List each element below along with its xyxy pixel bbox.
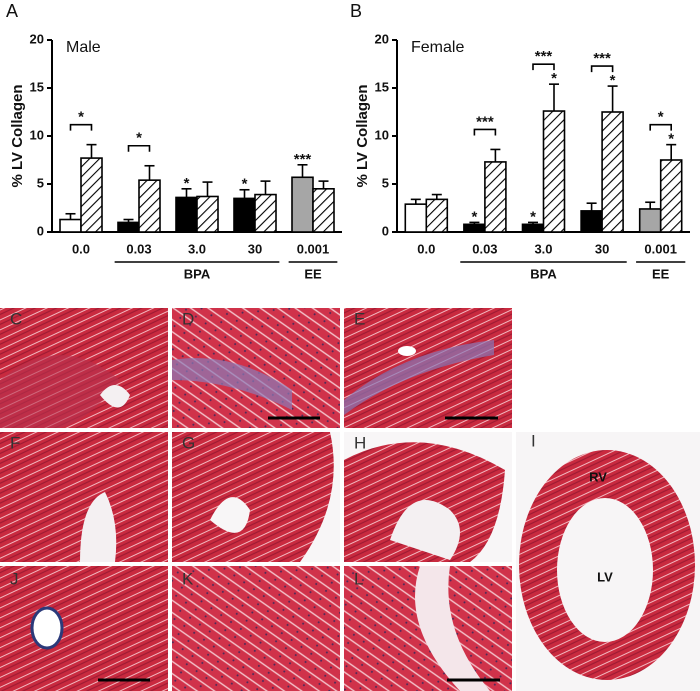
image-label: K	[182, 569, 194, 588]
y-tick-label: 10	[375, 127, 389, 142]
significance-label: *	[136, 130, 142, 147]
x-tick-label: 30	[595, 241, 609, 256]
significance-bracket	[473, 128, 497, 136]
bar	[580, 210, 603, 233]
y-tick-label: 20	[30, 31, 44, 46]
significance-label: *	[551, 70, 557, 87]
group-label: EE	[652, 266, 670, 281]
image-labels: C D E F G H I RV LV J K L	[10, 309, 613, 588]
histology	[0, 308, 700, 691]
significance-label: *	[668, 131, 674, 148]
significance-label: *	[610, 72, 616, 89]
y-axis-label: % LV Collagen	[354, 84, 371, 187]
y-tick-label: 15	[30, 79, 44, 94]
x-tick-label: 0.001	[644, 241, 677, 256]
significance-label: *	[78, 109, 84, 126]
bar	[542, 110, 566, 233]
y-tick-label: 15	[375, 79, 389, 94]
image-label: E	[354, 309, 365, 328]
bar	[425, 198, 449, 233]
x-tick-label: 0.001	[297, 241, 330, 256]
image-label: F	[10, 433, 20, 452]
significance-label: ***	[593, 50, 611, 67]
bar	[291, 176, 314, 233]
panel-letter: B	[350, 1, 362, 21]
significance-bracket	[649, 123, 672, 131]
image-label: L	[354, 569, 363, 588]
bar	[254, 193, 277, 233]
bar	[601, 111, 624, 233]
bar	[484, 161, 507, 233]
bar	[138, 179, 161, 233]
significance-bracket	[590, 65, 614, 73]
x-tick-label: 3.0	[534, 241, 552, 256]
y-tick-label: 10	[30, 127, 44, 142]
y-tick-label: 0	[382, 223, 389, 238]
bar	[175, 196, 198, 233]
significance-label: *	[184, 175, 190, 192]
x-tick-label: 0.0	[72, 241, 90, 256]
image-label: G	[182, 433, 195, 452]
image-label: J	[10, 569, 19, 588]
bar	[59, 218, 82, 233]
y-tick-label: 20	[375, 31, 389, 46]
x-tick-label: 3.0	[188, 241, 206, 256]
significance-label: *	[530, 208, 536, 225]
bar	[196, 195, 219, 233]
significance-label: ***	[294, 151, 312, 168]
bar	[312, 188, 335, 233]
y-tick-label: 5	[37, 175, 44, 190]
group-label: BPA	[530, 266, 557, 281]
bar	[638, 208, 662, 233]
significance-label: *	[658, 109, 664, 126]
x-tick-label: 0.0	[417, 241, 435, 256]
image-label: D	[182, 309, 194, 328]
x-tick-label: 30	[248, 241, 262, 256]
bar	[117, 221, 140, 233]
region-label: RV	[589, 469, 607, 484]
significance-label: *	[471, 208, 477, 225]
significance-label: ***	[535, 48, 553, 65]
panel-letter: A	[6, 1, 18, 21]
significance-label: ***	[476, 113, 494, 130]
significance-bracket	[69, 123, 93, 131]
significance-bracket	[127, 144, 151, 152]
significance-bracket	[532, 63, 555, 71]
bar	[233, 197, 256, 233]
image-label: C	[10, 309, 22, 328]
y-tick-label: 0	[37, 223, 44, 238]
x-tick-label: 0.03	[472, 241, 497, 256]
bar	[521, 223, 545, 233]
image-label: H	[354, 433, 366, 452]
bar	[404, 203, 428, 233]
image-label: I	[531, 431, 536, 450]
group-label: EE	[304, 266, 322, 281]
chart-title: Female	[411, 39, 464, 56]
y-axis-label: % LV Collagen	[9, 84, 26, 187]
x-tick-label: 0.03	[126, 241, 151, 256]
chart-title: Male	[66, 39, 101, 56]
group-label: BPA	[184, 266, 211, 281]
significance-label: *	[242, 176, 248, 193]
region-label: LV	[597, 569, 613, 584]
bar	[463, 223, 486, 233]
bar	[80, 157, 103, 233]
bar	[659, 159, 683, 233]
y-tick-label: 5	[382, 175, 389, 190]
